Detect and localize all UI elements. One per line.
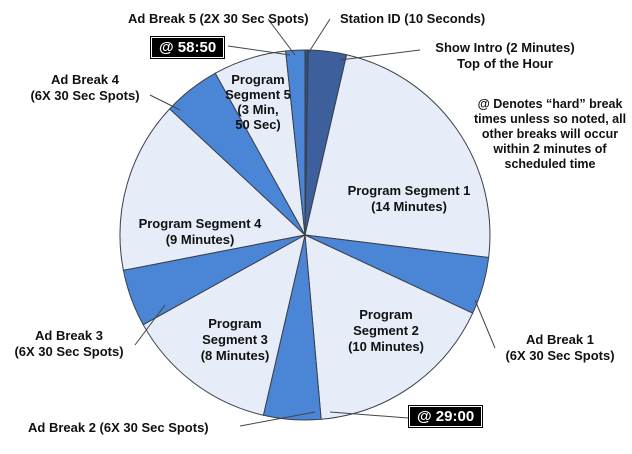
- leader-58-50: [227, 45, 291, 56]
- label-ad-break-5: Ad Break 5 (2X 30 Sec Spots): [128, 11, 309, 26]
- badge-time-58-50: @ 58:50: [150, 36, 226, 59]
- label-ad-break-2: Ad Break 2 (6X 30 Sec Spots): [28, 420, 209, 435]
- leader-ad-break-5: [267, 18, 296, 56]
- pie-slice-program-segment-1: [304, 54, 491, 259]
- leader-lines: [134, 18, 496, 427]
- leader-ad-break-3: [134, 304, 166, 346]
- leader-ad-break-4: [149, 94, 181, 111]
- badge-time-29-00: @ 29:00: [408, 405, 484, 428]
- leader-ad-break-1: [474, 299, 496, 349]
- label-segment-2: Program Segment 2 (10 Minutes): [348, 307, 424, 354]
- label-show-intro-line: Show Intro (2 Minutes): [435, 40, 575, 55]
- pie-slice-program-segment-4: [119, 108, 307, 271]
- label-segment-4: Program Segment 4 (9 Minutes): [138, 216, 262, 247]
- label-ad-break-3: Ad Break 3 (6X 30 Sec Spots): [14, 328, 124, 359]
- pie-slice-program-segment-3: [142, 234, 306, 416]
- label-ad-break-1: Ad Break 1 (6X 30 Sec Spots): [505, 332, 615, 363]
- label-show-intro: Show Intro (2 Minutes) Top of the Hour: [420, 40, 590, 72]
- leader-29-00: [329, 411, 409, 419]
- label-segment-1: Program Segment 1 (14 Minutes): [347, 183, 471, 214]
- leader-station-id: [306, 18, 331, 56]
- note-hard-break: @ Denotes “hard” break times unless so n…: [473, 97, 627, 171]
- pie-slice-program-segment-2: [304, 234, 474, 420]
- pie-slice-ad-break-5: [285, 49, 306, 236]
- label-station-id: Station ID (10 Seconds): [340, 11, 486, 26]
- label-segment-3: Program Segment 3 (8 Minutes): [200, 316, 270, 363]
- pie-slices: [119, 49, 491, 421]
- leader-ad-break-2: [239, 411, 316, 427]
- leader-show-intro: [339, 49, 421, 61]
- label-top-of-hour: Top of the Hour: [457, 56, 553, 71]
- label-segment-5: Program Segment 5 (3 Min, 50 Sec): [225, 72, 291, 132]
- label-ad-break-4: Ad Break 4 (6X 30 Sec Spots): [30, 72, 140, 103]
